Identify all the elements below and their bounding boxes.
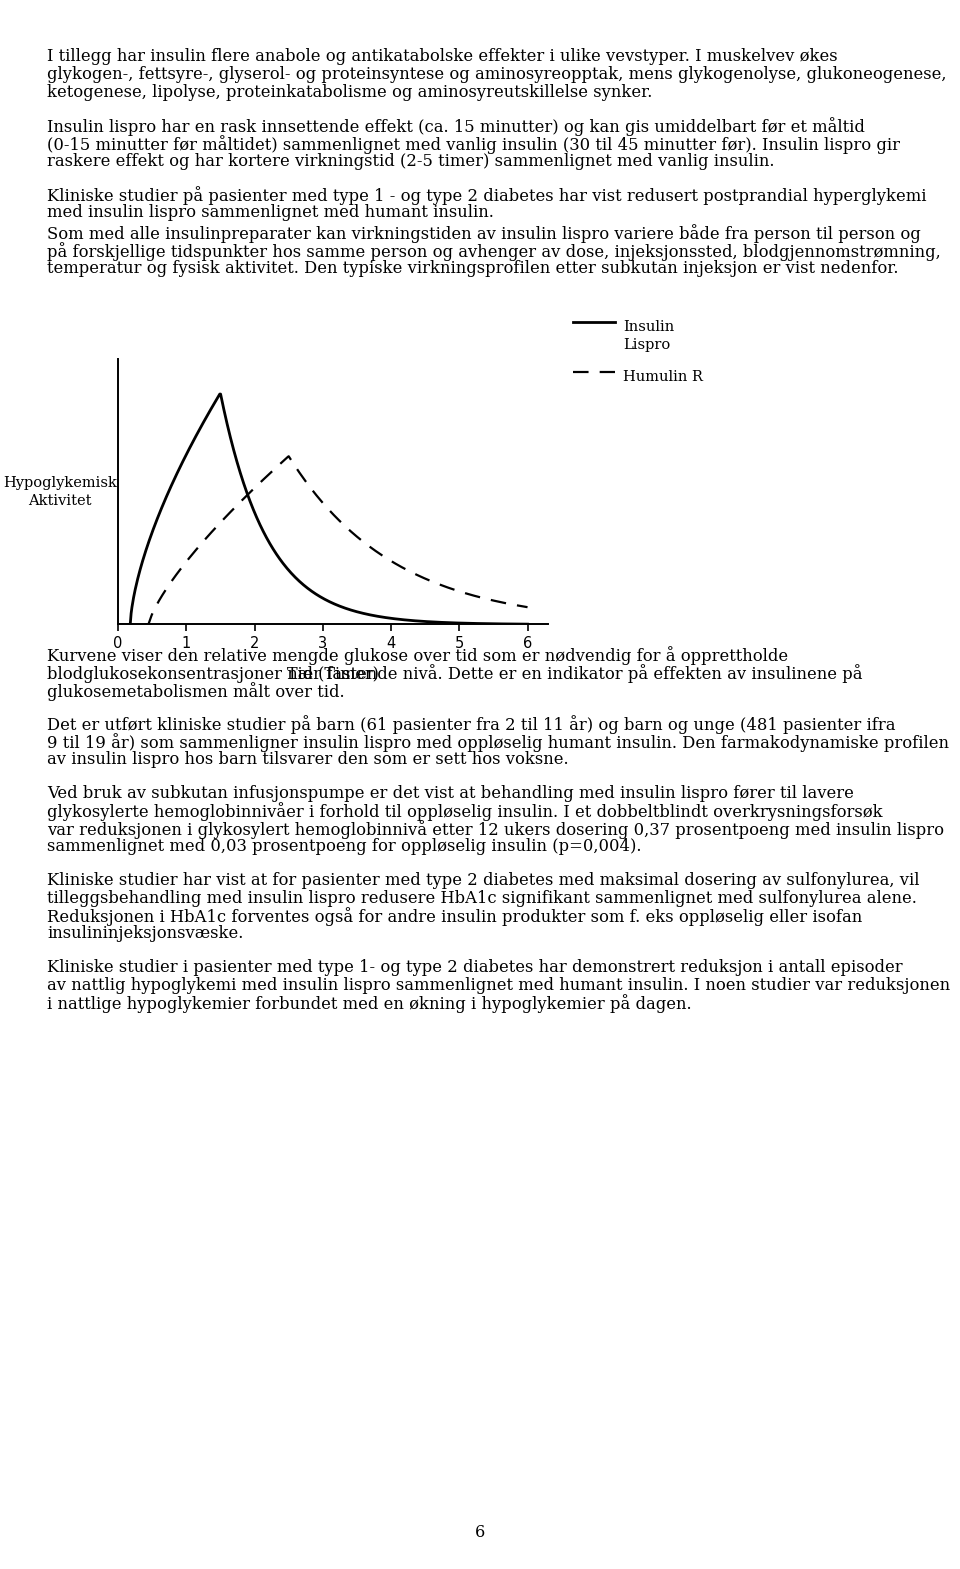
Text: Det er utført kliniske studier på barn (61 pasienter fra 2 til 11 år) og barn og: Det er utført kliniske studier på barn (…	[47, 715, 896, 734]
Text: raskere effekt og har kortere virkningstid (2-5 timer) sammenlignet med vanlig i: raskere effekt og har kortere virkningst…	[47, 152, 775, 169]
Text: Hypoglykemisk
Aktivitet: Hypoglykemisk Aktivitet	[3, 475, 117, 508]
Text: Som med alle insulinpreparater kan virkningstiden av insulin lispro variere både: Som med alle insulinpreparater kan virkn…	[47, 224, 921, 243]
X-axis label: Tid (Timer): Tid (Timer)	[287, 665, 379, 683]
Text: med insulin lispro sammenlignet med humant insulin.: med insulin lispro sammenlignet med huma…	[47, 204, 493, 221]
Text: ketogenese, lipolyse, proteinkatabolisme og aminosyreutskillelse synker.: ketogenese, lipolyse, proteinkatabolisme…	[47, 83, 653, 100]
Text: på forskjellige tidspunkter hos samme person og avhenger av dose, injeksjonssted: på forskjellige tidspunkter hos samme pe…	[47, 242, 941, 260]
Text: glykogen-, fettsyre-, glyserol- og proteinsyntese og aminosyreopptak, mens glyko: glykogen-, fettsyre-, glyserol- og prote…	[47, 66, 947, 83]
Text: tilleggsbehandling med insulin lispro redusere HbA1c signifikant sammenlignet me: tilleggsbehandling med insulin lispro re…	[47, 890, 917, 907]
Text: 6: 6	[475, 1523, 485, 1541]
Text: sammenlignet med 0,03 prosentpoeng for oppløselig insulin (p=0,004).: sammenlignet med 0,03 prosentpoeng for o…	[47, 838, 641, 855]
Text: i nattlige hypoglykemier forbundet med en økning i hypoglykemier på dagen.: i nattlige hypoglykemier forbundet med e…	[47, 995, 691, 1014]
Text: I tillegg har insulin flere anabole og antikatabolske effekter i ulike vevstyper: I tillegg har insulin flere anabole og a…	[47, 49, 838, 64]
Text: Insulin lispro har en rask innsettende effekt (ca. 15 minutter) og kan gis umidd: Insulin lispro har en rask innsettende e…	[47, 118, 865, 137]
Text: Ved bruk av subkutan infusjonspumpe er det vist at behandling med insulin lispro: Ved bruk av subkutan infusjonspumpe er d…	[47, 784, 853, 802]
Text: Kliniske studier på pasienter med type 1 - og type 2 diabetes har vist redusert : Kliniske studier på pasienter med type 1…	[47, 187, 926, 206]
Text: blodglukosekonsentrasjoner nær fastende nivå. Dette er en indikator på effekten : blodglukosekonsentrasjoner nær fastende …	[47, 664, 862, 684]
Text: temperatur og fysisk aktivitet. Den typiske virkningsprofilen etter subkutan inj: temperatur og fysisk aktivitet. Den typi…	[47, 259, 899, 276]
Text: Reduksjonen i HbA1c forventes også for andre insulin produkter som f. eks oppløs: Reduksjonen i HbA1c forventes også for a…	[47, 907, 862, 926]
Text: Humulin R: Humulin R	[623, 370, 703, 384]
Text: av nattlig hypoglykemi med insulin lispro sammenlignet med humant insulin. I noe: av nattlig hypoglykemi med insulin lispr…	[47, 976, 950, 993]
Text: Insulin
Lispro: Insulin Lispro	[623, 320, 674, 351]
Text: Kliniske studier har vist at for pasienter med type 2 diabetes med maksimal dose: Kliniske studier har vist at for pasient…	[47, 872, 920, 888]
Text: Kliniske studier i pasienter med type 1- og type 2 diabetes har demonstrert redu: Kliniske studier i pasienter med type 1-…	[47, 959, 902, 976]
Text: 9 til 19 år) som sammenligner insulin lispro med oppløselig humant insulin. Den : 9 til 19 år) som sammenligner insulin li…	[47, 733, 949, 753]
Text: Kurvene viser den relative mengde glukose over tid som er nødvendig for å oppret: Kurvene viser den relative mengde glukos…	[47, 646, 788, 665]
Text: (0-15 minutter før måltidet) sammenlignet med vanlig insulin (30 til 45 minutter: (0-15 minutter før måltidet) sammenligne…	[47, 135, 900, 154]
Text: var reduksjonen i glykosylert hemoglobinnivå etter 12 ukers dosering 0,37 prosen: var reduksjonen i glykosylert hemoglobin…	[47, 821, 944, 839]
Text: av insulin lispro hos barn tilsvarer den som er sett hos voksne.: av insulin lispro hos barn tilsvarer den…	[47, 752, 568, 769]
Text: insulininjeksjonsvæske.: insulininjeksjonsvæske.	[47, 926, 244, 943]
Text: glykosylerte hemoglobinnivåer i forhold til oppløselig insulin. I et dobbeltblin: glykosylerte hemoglobinnivåer i forhold …	[47, 802, 882, 822]
Text: glukosemetabolismen målt over tid.: glukosemetabolismen målt over tid.	[47, 683, 345, 701]
